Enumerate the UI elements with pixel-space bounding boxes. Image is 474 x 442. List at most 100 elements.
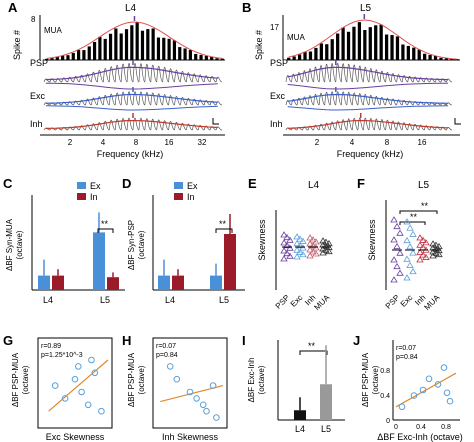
skewness-marker (429, 240, 437, 247)
skewness-marker (299, 244, 307, 251)
panel-e-xlabel-3: MUA (312, 293, 331, 312)
scatter-point (440, 364, 448, 371)
skewness-marker (403, 218, 411, 225)
trace-envelope (287, 119, 449, 129)
scatter-point (203, 407, 210, 415)
panel-d-bars (158, 214, 236, 290)
skewness-marker (435, 242, 443, 250)
panel-b-xtick-3: 16 (418, 138, 427, 147)
response-trace (126, 117, 134, 131)
mua-bar (433, 56, 438, 60)
skewness-marker (312, 250, 320, 257)
response-trace (138, 117, 145, 131)
scatter-point (78, 388, 85, 396)
panel-d-legend-ex-swatch (174, 182, 183, 189)
panel-h-xlabel: Inh Skewness (162, 432, 219, 442)
panel-i-ylabel-1: ΔBF Exc-Inh (247, 358, 256, 403)
panel-c-ylabel-1: ΔBF Syn-MUA (5, 218, 14, 271)
panel-a-title: L4 (125, 3, 137, 14)
bar-ex-l4 (38, 275, 50, 290)
panel-f-sig-outer: ** (421, 201, 429, 211)
mua-bar (368, 27, 372, 61)
response-trace (91, 71, 98, 83)
skewness-marker (432, 249, 440, 256)
panel-a-xtick-4: 32 (198, 138, 207, 147)
panel-c: C ΔBF Syn-MUA (octave) Ex In ** L4 L5 (3, 176, 125, 305)
skewness-marker (309, 242, 317, 249)
scatter-point (193, 395, 200, 402)
panel-i-sig-bracket (299, 350, 328, 355)
bar-l5 (320, 384, 332, 420)
skewness-marker (283, 241, 291, 249)
mua-bar (210, 56, 214, 60)
skewness-marker (432, 241, 440, 248)
response-trace (150, 92, 157, 106)
response-trace (174, 69, 181, 83)
panel-j: J ΔBF PSP-MUA (octave) r=0.07 p=0.84 0 0… (353, 333, 463, 442)
panel-h-scatter (160, 363, 224, 421)
response-trace (313, 93, 320, 106)
response-trace (352, 117, 359, 131)
panel-a-psp-label: PSP (30, 58, 48, 68)
response-trace (156, 93, 163, 106)
mua-bar (384, 34, 389, 60)
panel-a-ytick: 8 (31, 15, 36, 24)
mua-bar (297, 54, 302, 60)
panel-f-sig-inner: ** (410, 212, 418, 222)
mua-bar (215, 58, 219, 60)
panel-g-xlabel: Exc Skewness (46, 432, 105, 442)
panel-g-stat-p: p=1.25*10^-3 (41, 352, 83, 359)
panel-c-legend-ex: Ex (90, 181, 101, 191)
mua-bar (199, 54, 203, 60)
mua-bar (325, 44, 329, 60)
mua-bar (108, 33, 113, 60)
skewness-marker (416, 234, 424, 241)
panel-a-xtick-2: 8 (134, 138, 139, 147)
panel-a-letter: A (8, 0, 18, 15)
panel-a-traces (43, 60, 223, 131)
response-trace (357, 93, 364, 106)
skewness-marker (312, 238, 320, 245)
panel-i-sig: ** (308, 341, 316, 351)
response-trace (307, 68, 314, 83)
scatter-point (443, 389, 451, 397)
bar-l4 (294, 410, 306, 420)
response-trace (150, 118, 157, 131)
skewness-marker (306, 240, 314, 247)
panel-h-frame (152, 337, 228, 429)
panel-i-xlabel-1: L5 (321, 424, 331, 434)
skewness-marker (393, 242, 401, 250)
panel-b-mua-label: MUA (287, 33, 305, 42)
skewness-marker (299, 237, 307, 244)
mua-bar (374, 25, 378, 61)
response-trace (324, 63, 331, 83)
panel-e-letter: E (248, 176, 257, 191)
response-trace (302, 70, 309, 83)
panel-a-xtick-0: 2 (68, 138, 73, 147)
skewness-marker (406, 243, 414, 250)
mua-fit-curve (46, 21, 223, 59)
scatter-point (61, 395, 69, 402)
scatter-point (410, 392, 418, 399)
skewness-marker (429, 252, 437, 259)
scatter-point (199, 401, 207, 409)
panel-d-letter: D (122, 176, 131, 191)
mua-bar (183, 48, 187, 60)
response-trace (329, 63, 336, 83)
panel-g-stat-r: r=0.89 (41, 343, 61, 350)
panel-d-sig: ** (219, 219, 227, 229)
panel-b-letter: B (242, 0, 251, 15)
panel-j-scatter (395, 364, 457, 411)
bar-in-l4 (172, 275, 184, 290)
panel-a-inh-label: Inh (30, 119, 43, 129)
panel-h: H ΔBF PSP-MUA (octave) r=0.07 p=0.84 Inh… (122, 333, 228, 442)
skewness-marker (299, 251, 307, 258)
scatter-point (446, 397, 454, 405)
response-trace (168, 68, 175, 83)
bar-in-l4 (52, 275, 64, 290)
mua-bar (395, 36, 400, 60)
panel-j-stat-p: p=0.84 (396, 354, 418, 361)
skewness-marker (409, 268, 417, 275)
skewness-marker (432, 245, 440, 252)
mua-bar (363, 30, 367, 60)
